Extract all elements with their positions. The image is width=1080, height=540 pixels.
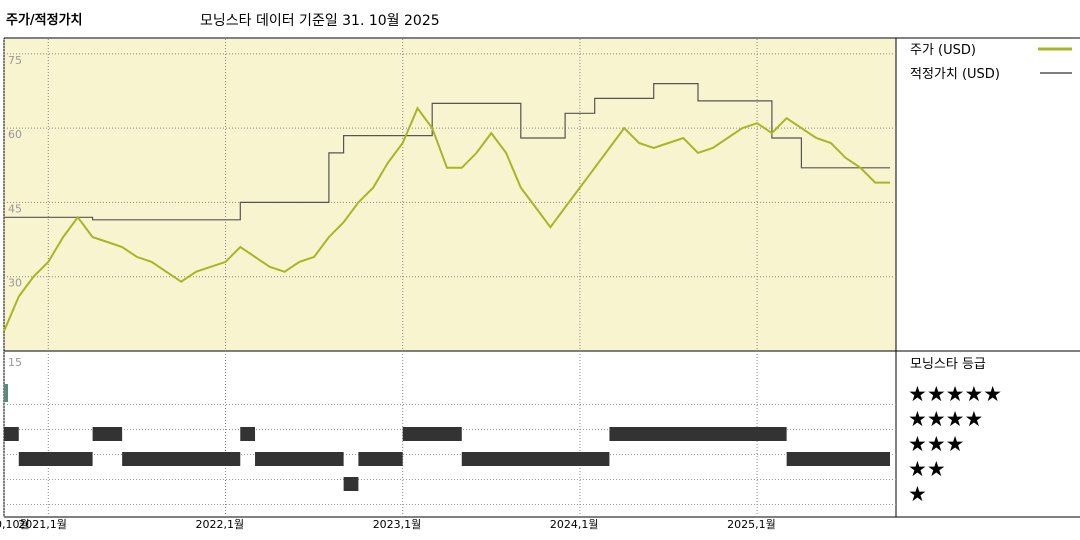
x-tick-label: 2023,1월	[373, 518, 422, 531]
price-series-line	[3, 106, 890, 332]
data-date-title: 모닝스타 데이터 기준일 31. 10월 2025	[200, 13, 440, 29]
rating-bar	[461, 452, 610, 466]
legend-price-label: 주가 (USD)	[910, 43, 976, 58]
rating-bar	[240, 427, 256, 441]
rating-bar	[343, 477, 359, 491]
rating-bar	[92, 427, 123, 441]
x-tick-label: 2020,10월	[0, 518, 30, 531]
rating-history-bars	[4, 427, 890, 491]
legend-fair-value-label: 적정가치 (USD)	[910, 67, 1000, 82]
five-star-row: ★★★★★	[908, 382, 1002, 406]
x-tick-label: 2025,1월	[727, 518, 776, 531]
chart-title-left: 주가/적정가치	[6, 13, 83, 28]
four-star-row: ★★★★	[908, 407, 983, 431]
two-star-row: ★★	[908, 457, 946, 481]
fair-value-series-line	[4, 83, 890, 221]
rating-bar	[122, 452, 241, 466]
x-tick-label: 2024,1월	[550, 518, 599, 531]
x-tick-label: 2022,1월	[196, 518, 245, 531]
three-star-row: ★★★	[908, 432, 964, 456]
rating-bar	[609, 427, 787, 441]
x-tick-label: 2021,1월	[18, 518, 67, 531]
rating-bar	[786, 452, 890, 466]
rating-panel-title: 모닝스타 등급	[910, 357, 986, 372]
one-star-row: ★	[908, 482, 927, 506]
rating-bar	[4, 427, 19, 441]
price-panel-background	[4, 39, 896, 351]
y-tick-label: 60	[8, 128, 22, 141]
y-tick-label: 30	[8, 277, 22, 290]
rating-panel-tick: 15	[8, 356, 22, 369]
rating-bar	[18, 452, 93, 466]
y-tick-label: 45	[8, 202, 22, 215]
rating-bar	[402, 427, 462, 441]
y-axis-ticks: 75 60 45 30	[8, 54, 22, 290]
rating-start-marker	[4, 384, 8, 402]
y-tick-label: 75	[8, 54, 22, 67]
rating-bar	[255, 452, 344, 466]
rating-bar	[358, 452, 403, 466]
